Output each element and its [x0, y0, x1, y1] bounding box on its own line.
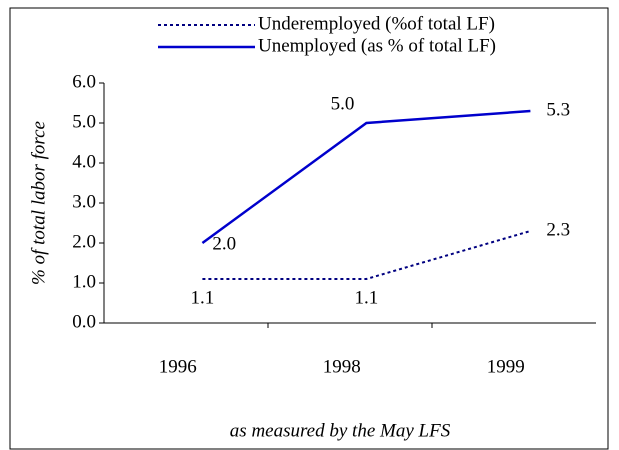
data-label: 5.3 — [546, 99, 570, 120]
y-tick-label: 4.0 — [72, 151, 96, 172]
x-axis-label: as measured by the May LFS — [230, 420, 451, 441]
data-label: 1.1 — [355, 287, 379, 308]
data-label: 2.0 — [212, 233, 236, 254]
x-tick-label: 1998 — [323, 356, 361, 377]
series-line — [202, 230, 531, 280]
data-label: 1.1 — [191, 287, 215, 308]
x-tick-label: 1996 — [159, 356, 197, 377]
chart-border — [9, 7, 609, 450]
data-label: 5.0 — [331, 93, 355, 114]
x-tick-label: 1999 — [487, 356, 525, 377]
data-label: 2.3 — [546, 219, 570, 240]
legend-label: Underemployed (%of total LF) — [258, 13, 495, 34]
y-tick-label: 3.0 — [72, 191, 96, 212]
legend-label: Unemployed (as % of total LF) — [258, 35, 496, 56]
y-tick-label: 1.0 — [72, 271, 96, 292]
y-tick-label: 6.0 — [72, 71, 96, 92]
series-line — [201, 109, 531, 245]
y-axis-label: % of total labor force — [28, 121, 49, 285]
y-tick-label: 0.0 — [72, 311, 96, 332]
y-tick-label: 5.0 — [72, 111, 96, 132]
y-tick-label: 2.0 — [72, 231, 96, 252]
